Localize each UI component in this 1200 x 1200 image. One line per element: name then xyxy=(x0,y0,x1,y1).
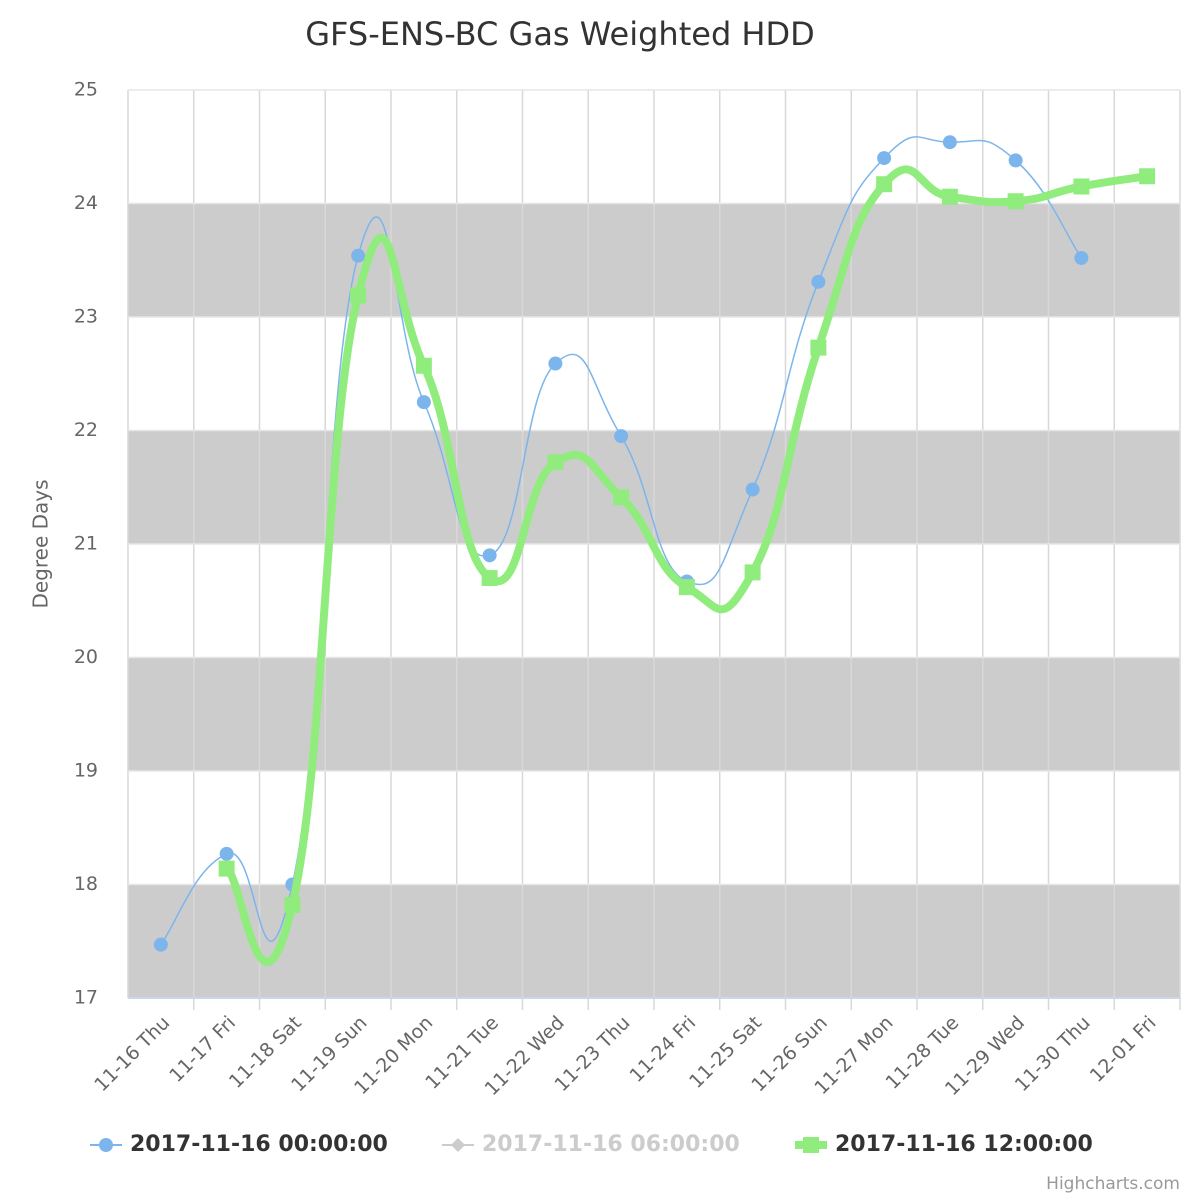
marker xyxy=(153,937,168,952)
marker xyxy=(219,846,234,861)
series-line xyxy=(223,165,1148,966)
marker xyxy=(482,548,497,563)
legend-symbol xyxy=(803,1137,819,1153)
y-tick-label: 20 xyxy=(74,646,98,668)
legend-label: 2017-11-16 06:00:00 xyxy=(482,1132,740,1157)
marker xyxy=(1139,168,1156,185)
marker xyxy=(415,357,432,374)
marker xyxy=(1073,178,1090,195)
marker xyxy=(745,482,760,497)
y-axis-title: Degree Days xyxy=(29,479,53,608)
marker xyxy=(350,287,367,304)
legend-item: 2017-11-16 00:00:00 xyxy=(90,1132,388,1157)
marker xyxy=(678,579,695,596)
credits: Highcharts.com xyxy=(1046,1174,1180,1194)
y-tick-label: 21 xyxy=(74,533,98,555)
y-tick-label: 19 xyxy=(74,760,98,782)
marker xyxy=(810,339,827,356)
marker xyxy=(877,151,892,166)
marker xyxy=(547,454,564,471)
legend-symbol xyxy=(451,1138,465,1152)
marker xyxy=(1008,153,1023,168)
y-tick-label: 24 xyxy=(74,192,98,214)
y-tick-label: 17 xyxy=(74,987,98,1009)
y-tick-label: 25 xyxy=(74,79,98,101)
marker xyxy=(481,570,498,587)
x-tick-label: 11-16 Thu xyxy=(90,1012,174,1096)
marker xyxy=(614,429,629,444)
marker xyxy=(876,176,893,193)
marker xyxy=(351,248,366,263)
legend-item: 2017-11-16 06:00:00 xyxy=(442,1132,740,1157)
marker xyxy=(1074,250,1089,265)
marker xyxy=(811,274,826,289)
marker xyxy=(941,188,958,205)
marker xyxy=(284,896,301,913)
legend-symbol xyxy=(99,1138,113,1152)
y-tick-label: 18 xyxy=(74,873,98,895)
marker xyxy=(548,356,563,371)
legend-label: 2017-11-16 00:00:00 xyxy=(130,1132,388,1157)
x-tick-label: 12-01 Fri xyxy=(1086,1012,1161,1087)
legend-label: 2017-11-16 12:00:00 xyxy=(835,1132,1093,1157)
marker xyxy=(744,564,761,581)
y-tick-label: 23 xyxy=(74,306,98,328)
marker xyxy=(218,860,235,877)
marker xyxy=(1007,193,1024,210)
marker xyxy=(942,135,957,150)
y-tick-label: 22 xyxy=(74,419,98,441)
legend-item: 2017-11-16 12:00:00 xyxy=(795,1132,1093,1157)
chart-title: GFS-ENS-BC Gas Weighted HDD xyxy=(305,15,815,53)
marker xyxy=(416,395,431,410)
marker xyxy=(613,489,630,506)
